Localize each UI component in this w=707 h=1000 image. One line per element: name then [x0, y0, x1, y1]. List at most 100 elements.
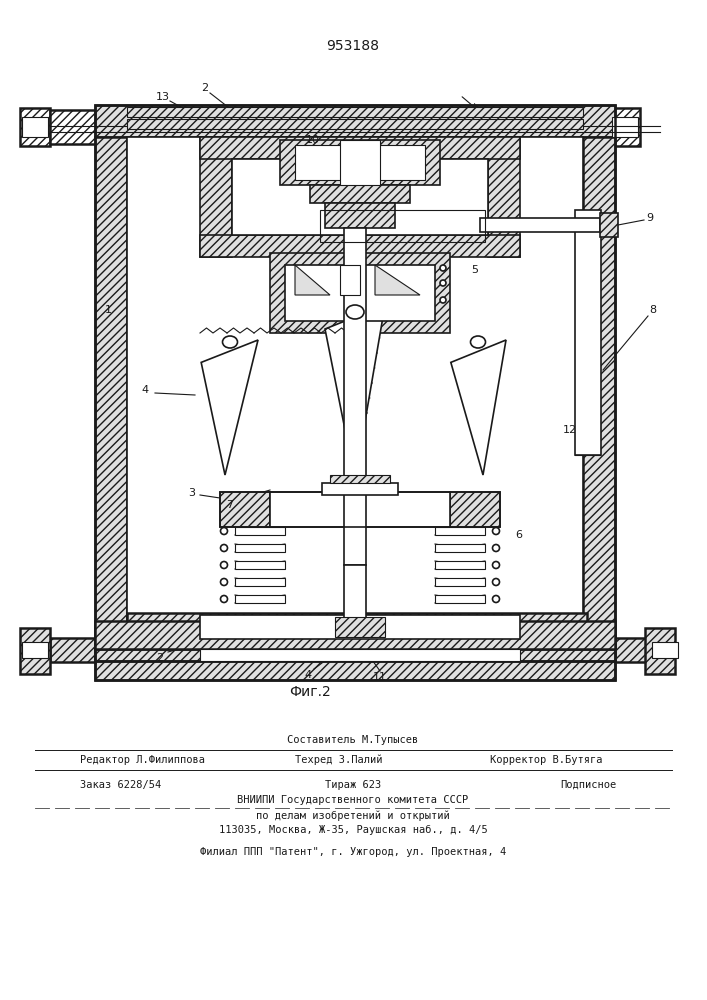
- Ellipse shape: [440, 265, 446, 271]
- Polygon shape: [201, 340, 258, 475]
- Bar: [200, 137, 232, 257]
- Bar: [95, 648, 615, 680]
- Bar: [270, 492, 450, 527]
- Ellipse shape: [493, 528, 500, 534]
- Text: 3: 3: [189, 488, 196, 498]
- Bar: [285, 265, 435, 321]
- Bar: [295, 145, 425, 180]
- Text: 113035, Москва, Ж-35, Раушская наб., д. 4/5: 113035, Москва, Ж-35, Раушская наб., д. …: [218, 825, 487, 835]
- Bar: [200, 235, 520, 257]
- Ellipse shape: [493, 544, 500, 552]
- Bar: [22, 642, 48, 658]
- Text: 5: 5: [472, 265, 479, 275]
- Bar: [344, 228, 366, 565]
- Ellipse shape: [221, 578, 228, 585]
- Bar: [435, 527, 485, 535]
- Ellipse shape: [440, 280, 446, 286]
- Bar: [615, 638, 660, 662]
- Bar: [20, 108, 50, 146]
- Bar: [575, 210, 601, 455]
- Text: 8: 8: [650, 305, 657, 315]
- Bar: [235, 578, 285, 586]
- Bar: [344, 565, 366, 620]
- Ellipse shape: [221, 562, 228, 568]
- Text: Редактор Л.Филиппова: Редактор Л.Филиппова: [80, 755, 205, 765]
- Polygon shape: [451, 340, 506, 475]
- Bar: [435, 578, 485, 586]
- Text: 953188: 953188: [327, 39, 380, 53]
- Bar: [235, 544, 285, 552]
- Text: Составитель М.Тупысев: Составитель М.Тупысев: [287, 735, 419, 745]
- Ellipse shape: [221, 528, 228, 534]
- Polygon shape: [295, 265, 330, 295]
- Ellipse shape: [493, 562, 500, 568]
- Bar: [95, 621, 615, 649]
- Bar: [270, 253, 450, 333]
- Text: Корректор В.Бутяга: Корректор В.Бутяга: [490, 755, 602, 765]
- Bar: [435, 544, 485, 552]
- Bar: [435, 561, 485, 569]
- Text: Филиал ППП "Патент", г. Ужгород, ул. Проектная, 4: Филиал ППП "Патент", г. Ужгород, ул. Про…: [200, 847, 506, 857]
- Bar: [200, 137, 520, 159]
- Bar: [127, 119, 583, 129]
- Ellipse shape: [223, 336, 238, 348]
- Bar: [335, 617, 385, 637]
- Bar: [127, 613, 587, 641]
- Text: 4: 4: [305, 670, 312, 680]
- Bar: [330, 475, 390, 483]
- Ellipse shape: [346, 305, 364, 319]
- Bar: [310, 185, 410, 203]
- Bar: [325, 203, 395, 228]
- Text: 9: 9: [646, 213, 653, 223]
- Text: Тираж 623: Тираж 623: [325, 780, 381, 790]
- Bar: [22, 117, 48, 137]
- Text: 2: 2: [201, 83, 209, 93]
- Text: 4: 4: [141, 385, 148, 395]
- Text: по делам изобретений и открытий: по делам изобретений и открытий: [256, 811, 450, 821]
- Bar: [95, 105, 615, 137]
- Bar: [600, 213, 618, 237]
- Text: 1: 1: [105, 305, 112, 315]
- Bar: [235, 527, 285, 535]
- Bar: [127, 137, 583, 648]
- Bar: [95, 137, 127, 648]
- Bar: [320, 210, 485, 242]
- Text: 11: 11: [373, 672, 387, 682]
- Bar: [322, 483, 398, 495]
- Bar: [95, 105, 615, 680]
- Bar: [435, 595, 485, 603]
- Text: Заказ 6228/54: Заказ 6228/54: [80, 780, 161, 790]
- Bar: [220, 492, 500, 527]
- Bar: [612, 117, 638, 137]
- Bar: [50, 110, 98, 144]
- Ellipse shape: [493, 595, 500, 602]
- Bar: [645, 628, 675, 674]
- Ellipse shape: [440, 297, 446, 303]
- Text: ВНИИПИ Государственного комитета СССР: ВНИИПИ Государственного комитета СССР: [238, 795, 469, 805]
- Text: Фиг.2: Фиг.2: [289, 685, 331, 699]
- Bar: [480, 218, 600, 232]
- Ellipse shape: [221, 544, 228, 552]
- Text: 12: 12: [563, 425, 577, 435]
- Text: 7: 7: [226, 500, 233, 510]
- Bar: [220, 492, 270, 527]
- Bar: [340, 140, 380, 185]
- Text: 13: 13: [156, 92, 170, 102]
- Bar: [50, 638, 95, 662]
- Bar: [560, 110, 610, 144]
- Ellipse shape: [470, 336, 486, 348]
- Bar: [652, 642, 678, 658]
- Text: 6: 6: [515, 530, 522, 540]
- Bar: [95, 649, 615, 661]
- Polygon shape: [375, 265, 420, 295]
- Bar: [488, 137, 520, 257]
- Ellipse shape: [221, 595, 228, 602]
- Ellipse shape: [493, 578, 500, 585]
- Bar: [127, 107, 583, 117]
- Bar: [160, 641, 560, 659]
- Bar: [200, 649, 520, 661]
- Text: Подписное: Подписное: [560, 780, 617, 790]
- Bar: [583, 137, 615, 648]
- Text: 2: 2: [156, 653, 163, 663]
- Bar: [200, 615, 520, 639]
